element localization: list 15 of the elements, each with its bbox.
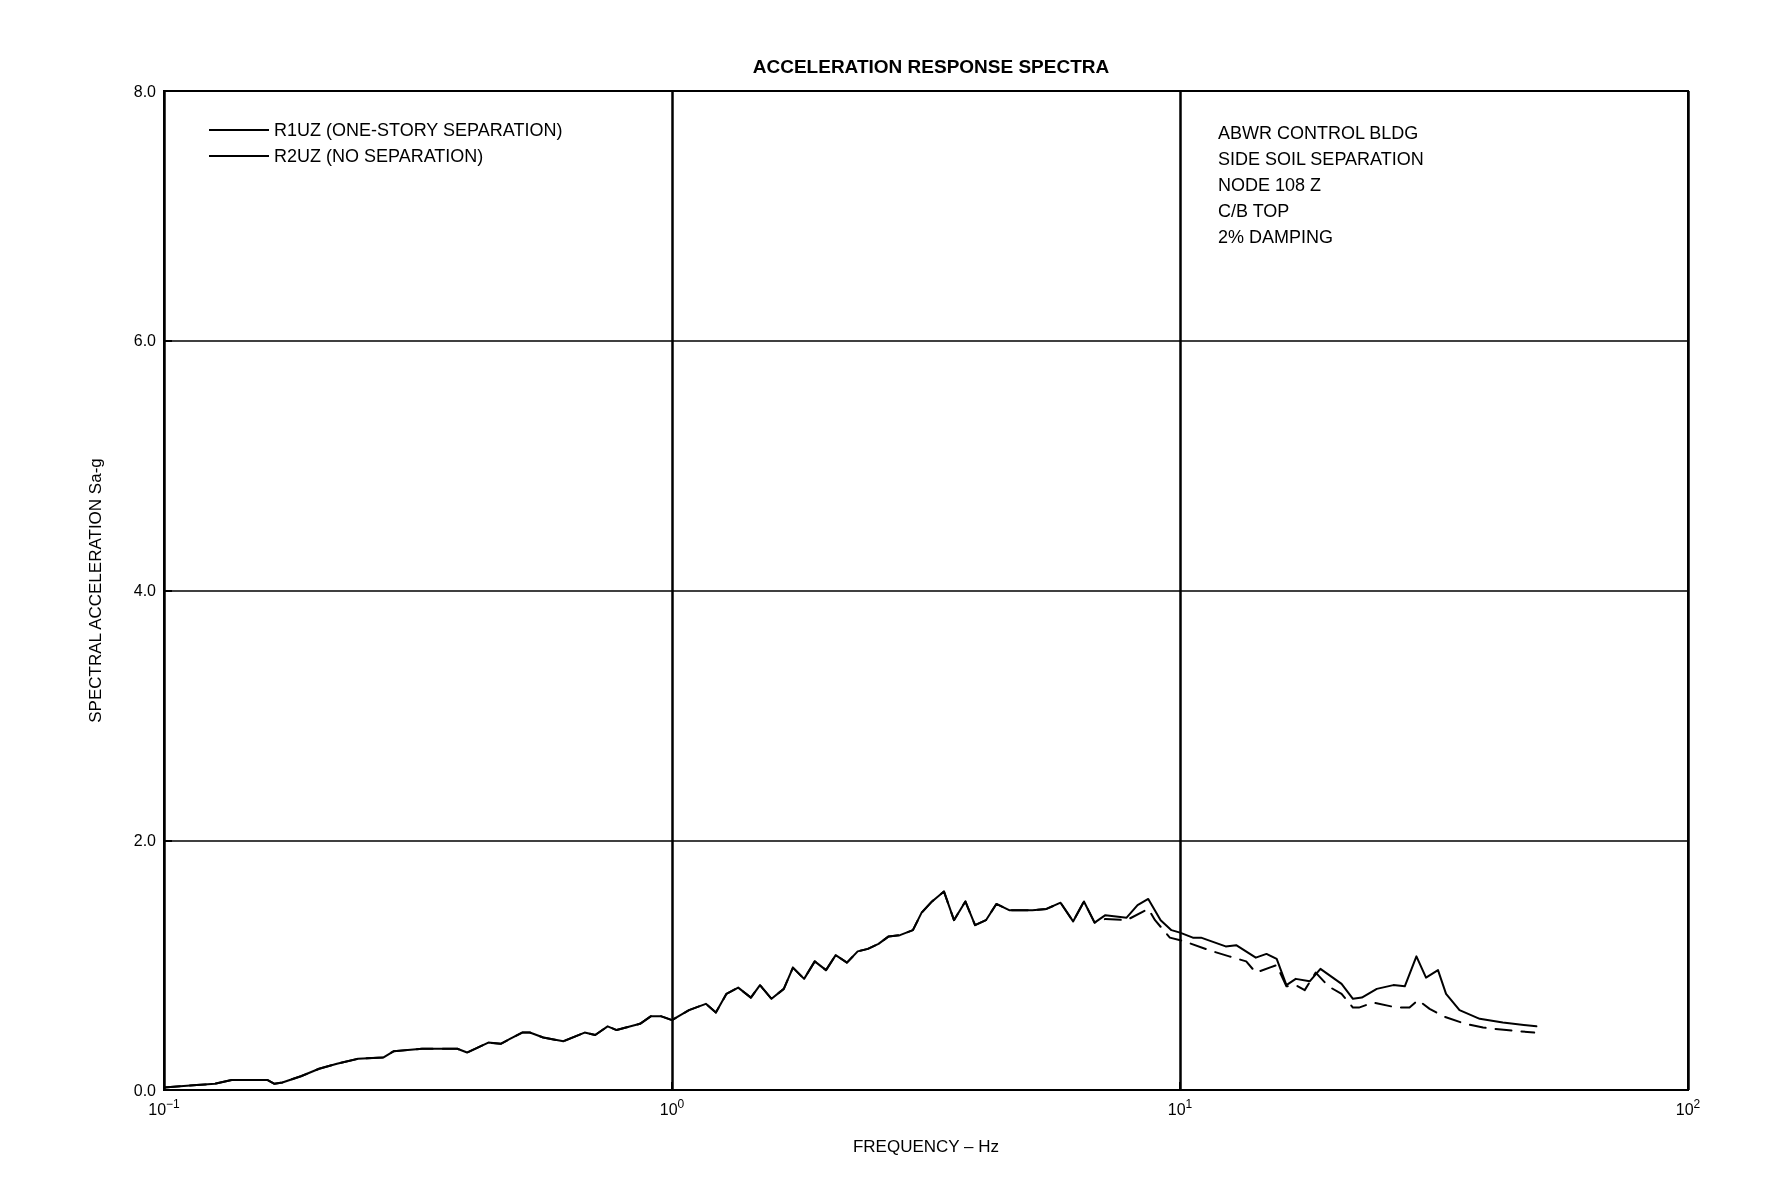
chart-title: ACCELERATION RESPONSE SPECTRA [752, 56, 1110, 77]
y-tick-label: 2.0 [133, 831, 157, 849]
annotation: C/B TOP [1218, 201, 1290, 221]
y-tick-label: 8.0 [133, 82, 157, 100]
annotation: SIDE SOIL SEPARATION [1218, 149, 1424, 169]
annotation: 2% DAMPING [1218, 227, 1334, 247]
annotation: NODE 108 Z [1218, 175, 1322, 195]
legend-label: R1UZ (ONE-STORY SEPARATION) [274, 120, 563, 140]
legend-label: R2UZ (NO SEPARATION) [274, 146, 484, 166]
y-tick-label: 6.0 [133, 332, 157, 350]
y-tick-label: 0.0 [133, 1081, 157, 1099]
y-axis-title: SPECTRAL ACCELERATION Sa-g [86, 458, 105, 723]
x-axis-title: FREQUENCY – Hz [852, 1137, 1000, 1156]
y-tick-label: 4.0 [133, 582, 157, 599]
annotation: ABWR CONTROL BLDG [1218, 123, 1419, 143]
